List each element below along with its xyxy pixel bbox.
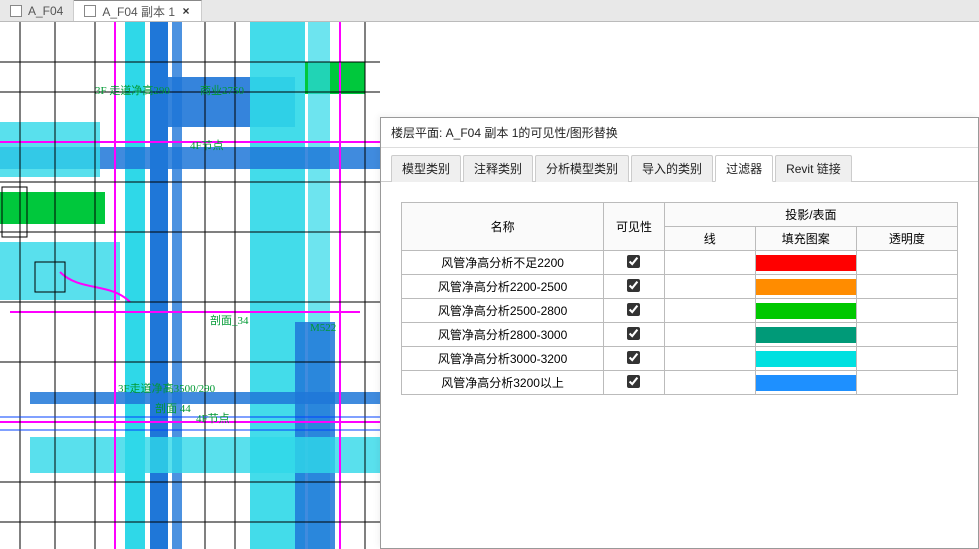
- filter-line-cell[interactable]: [664, 371, 755, 395]
- filter-transparency-cell[interactable]: [856, 275, 957, 299]
- filter-fill-cell[interactable]: [755, 323, 856, 347]
- filter-row[interactable]: 风管净高分析3200以上: [402, 371, 958, 395]
- drawing-annotation: 4F节点: [196, 410, 230, 426]
- filters-table: 名称 可见性 投影/表面 线 填充图案 透明度 风管净高分析不足2200风管净高…: [401, 202, 958, 395]
- filter-fill-cell[interactable]: [755, 299, 856, 323]
- fill-swatch: [756, 375, 856, 391]
- col-name: 名称: [402, 203, 604, 251]
- close-icon[interactable]: ×: [181, 6, 191, 16]
- visibility-checkbox[interactable]: [627, 375, 640, 388]
- drawing-annotation: 3F 走道净高290: [95, 82, 170, 98]
- filter-visibility-cell[interactable]: [604, 251, 665, 275]
- drawing-svg: [0, 22, 380, 549]
- visibility-checkbox[interactable]: [627, 303, 640, 316]
- filter-fill-cell[interactable]: [755, 347, 856, 371]
- document-tab-0[interactable]: A_F04: [0, 0, 74, 21]
- document-icon: [84, 5, 96, 17]
- drawing-annotation: 剖面 44: [155, 400, 191, 416]
- filter-row[interactable]: 风管净高分析3000-3200: [402, 347, 958, 371]
- filter-fill-cell[interactable]: [755, 251, 856, 275]
- dialog-tab-revit-links[interactable]: Revit 链接: [775, 155, 852, 182]
- filter-visibility-cell[interactable]: [604, 299, 665, 323]
- filter-line-cell[interactable]: [664, 299, 755, 323]
- drawing-annotation: 4F节点: [190, 137, 224, 153]
- fill-swatch: [756, 351, 856, 367]
- visibility-checkbox[interactable]: [627, 351, 640, 364]
- filter-visibility-cell[interactable]: [604, 323, 665, 347]
- dialog-tab-imported-categories[interactable]: 导入的类别: [631, 155, 713, 182]
- fill-swatch: [756, 303, 856, 319]
- col-visibility: 可见性: [604, 203, 665, 251]
- visibility-checkbox[interactable]: [627, 279, 640, 292]
- dialog-title: 楼层平面: A_F04 副本 1的可见性/图形替换: [381, 118, 978, 148]
- canvas-area: 3F 走道净高290商业27504F节点剖面_34M5223F走道净高3500/…: [0, 22, 979, 549]
- visibility-checkbox[interactable]: [627, 327, 640, 340]
- visibility-graphics-dialog: 楼层平面: A_F04 副本 1的可见性/图形替换 模型类别 注释类别 分析模型…: [380, 117, 979, 549]
- dialog-body: 名称 可见性 投影/表面 线 填充图案 透明度 风管净高分析不足2200风管净高…: [381, 182, 978, 395]
- filter-transparency-cell[interactable]: [856, 299, 957, 323]
- fill-swatch: [756, 327, 856, 343]
- document-tab-1[interactable]: A_F04 副本 1 ×: [74, 0, 202, 21]
- filter-name: 风管净高分析2500-2800: [402, 299, 604, 323]
- drawing-annotation: 3F走道净高3500/290: [118, 380, 215, 396]
- document-icon: [10, 5, 22, 17]
- dialog-tab-annotation-categories[interactable]: 注释类别: [463, 155, 533, 182]
- col-projection: 投影/表面: [664, 203, 957, 227]
- drawing-view[interactable]: 3F 走道净高290商业27504F节点剖面_34M5223F走道净高3500/…: [0, 22, 380, 549]
- filter-row[interactable]: 风管净高分析2500-2800: [402, 299, 958, 323]
- filter-name: 风管净高分析2200-2500: [402, 275, 604, 299]
- filter-row[interactable]: 风管净高分析不足2200: [402, 251, 958, 275]
- document-tabstrip: A_F04 A_F04 副本 1 ×: [0, 0, 979, 22]
- filter-row[interactable]: 风管净高分析2200-2500: [402, 275, 958, 299]
- filter-transparency-cell[interactable]: [856, 251, 957, 275]
- filter-line-cell[interactable]: [664, 251, 755, 275]
- filter-transparency-cell[interactable]: [856, 347, 957, 371]
- col-transparency: 透明度: [856, 227, 957, 251]
- fill-swatch: [756, 279, 856, 295]
- col-line: 线: [664, 227, 755, 251]
- filter-transparency-cell[interactable]: [856, 371, 957, 395]
- filter-transparency-cell[interactable]: [856, 323, 957, 347]
- dialog-tabstrip: 模型类别 注释类别 分析模型类别 导入的类别 过滤器 Revit 链接: [381, 148, 978, 182]
- filter-line-cell[interactable]: [664, 323, 755, 347]
- filter-name: 风管净高分析2800-3000: [402, 323, 604, 347]
- filter-fill-cell[interactable]: [755, 275, 856, 299]
- visibility-checkbox[interactable]: [627, 255, 640, 268]
- filter-visibility-cell[interactable]: [604, 275, 665, 299]
- filter-line-cell[interactable]: [664, 275, 755, 299]
- filter-name: 风管净高分析3000-3200: [402, 347, 604, 371]
- dialog-tab-model-categories[interactable]: 模型类别: [391, 155, 461, 182]
- drawing-annotation: 剖面_34: [210, 312, 249, 328]
- col-fill: 填充图案: [755, 227, 856, 251]
- filter-row[interactable]: 风管净高分析2800-3000: [402, 323, 958, 347]
- filter-visibility-cell[interactable]: [604, 347, 665, 371]
- filter-line-cell[interactable]: [664, 347, 755, 371]
- filter-name: 风管净高分析不足2200: [402, 251, 604, 275]
- filter-visibility-cell[interactable]: [604, 371, 665, 395]
- drawing-annotation: M522: [310, 322, 336, 334]
- filter-fill-cell[interactable]: [755, 371, 856, 395]
- document-tab-label: A_F04 副本 1: [102, 3, 175, 20]
- dialog-tab-filters[interactable]: 过滤器: [715, 155, 773, 182]
- app-window: A_F04 A_F04 副本 1 ×: [0, 0, 979, 549]
- fill-swatch: [756, 255, 856, 271]
- dialog-tab-analytical-categories[interactable]: 分析模型类别: [535, 155, 629, 182]
- filter-name: 风管净高分析3200以上: [402, 371, 604, 395]
- document-tab-label: A_F04: [28, 4, 63, 18]
- drawing-annotation: 商业2750: [200, 82, 244, 98]
